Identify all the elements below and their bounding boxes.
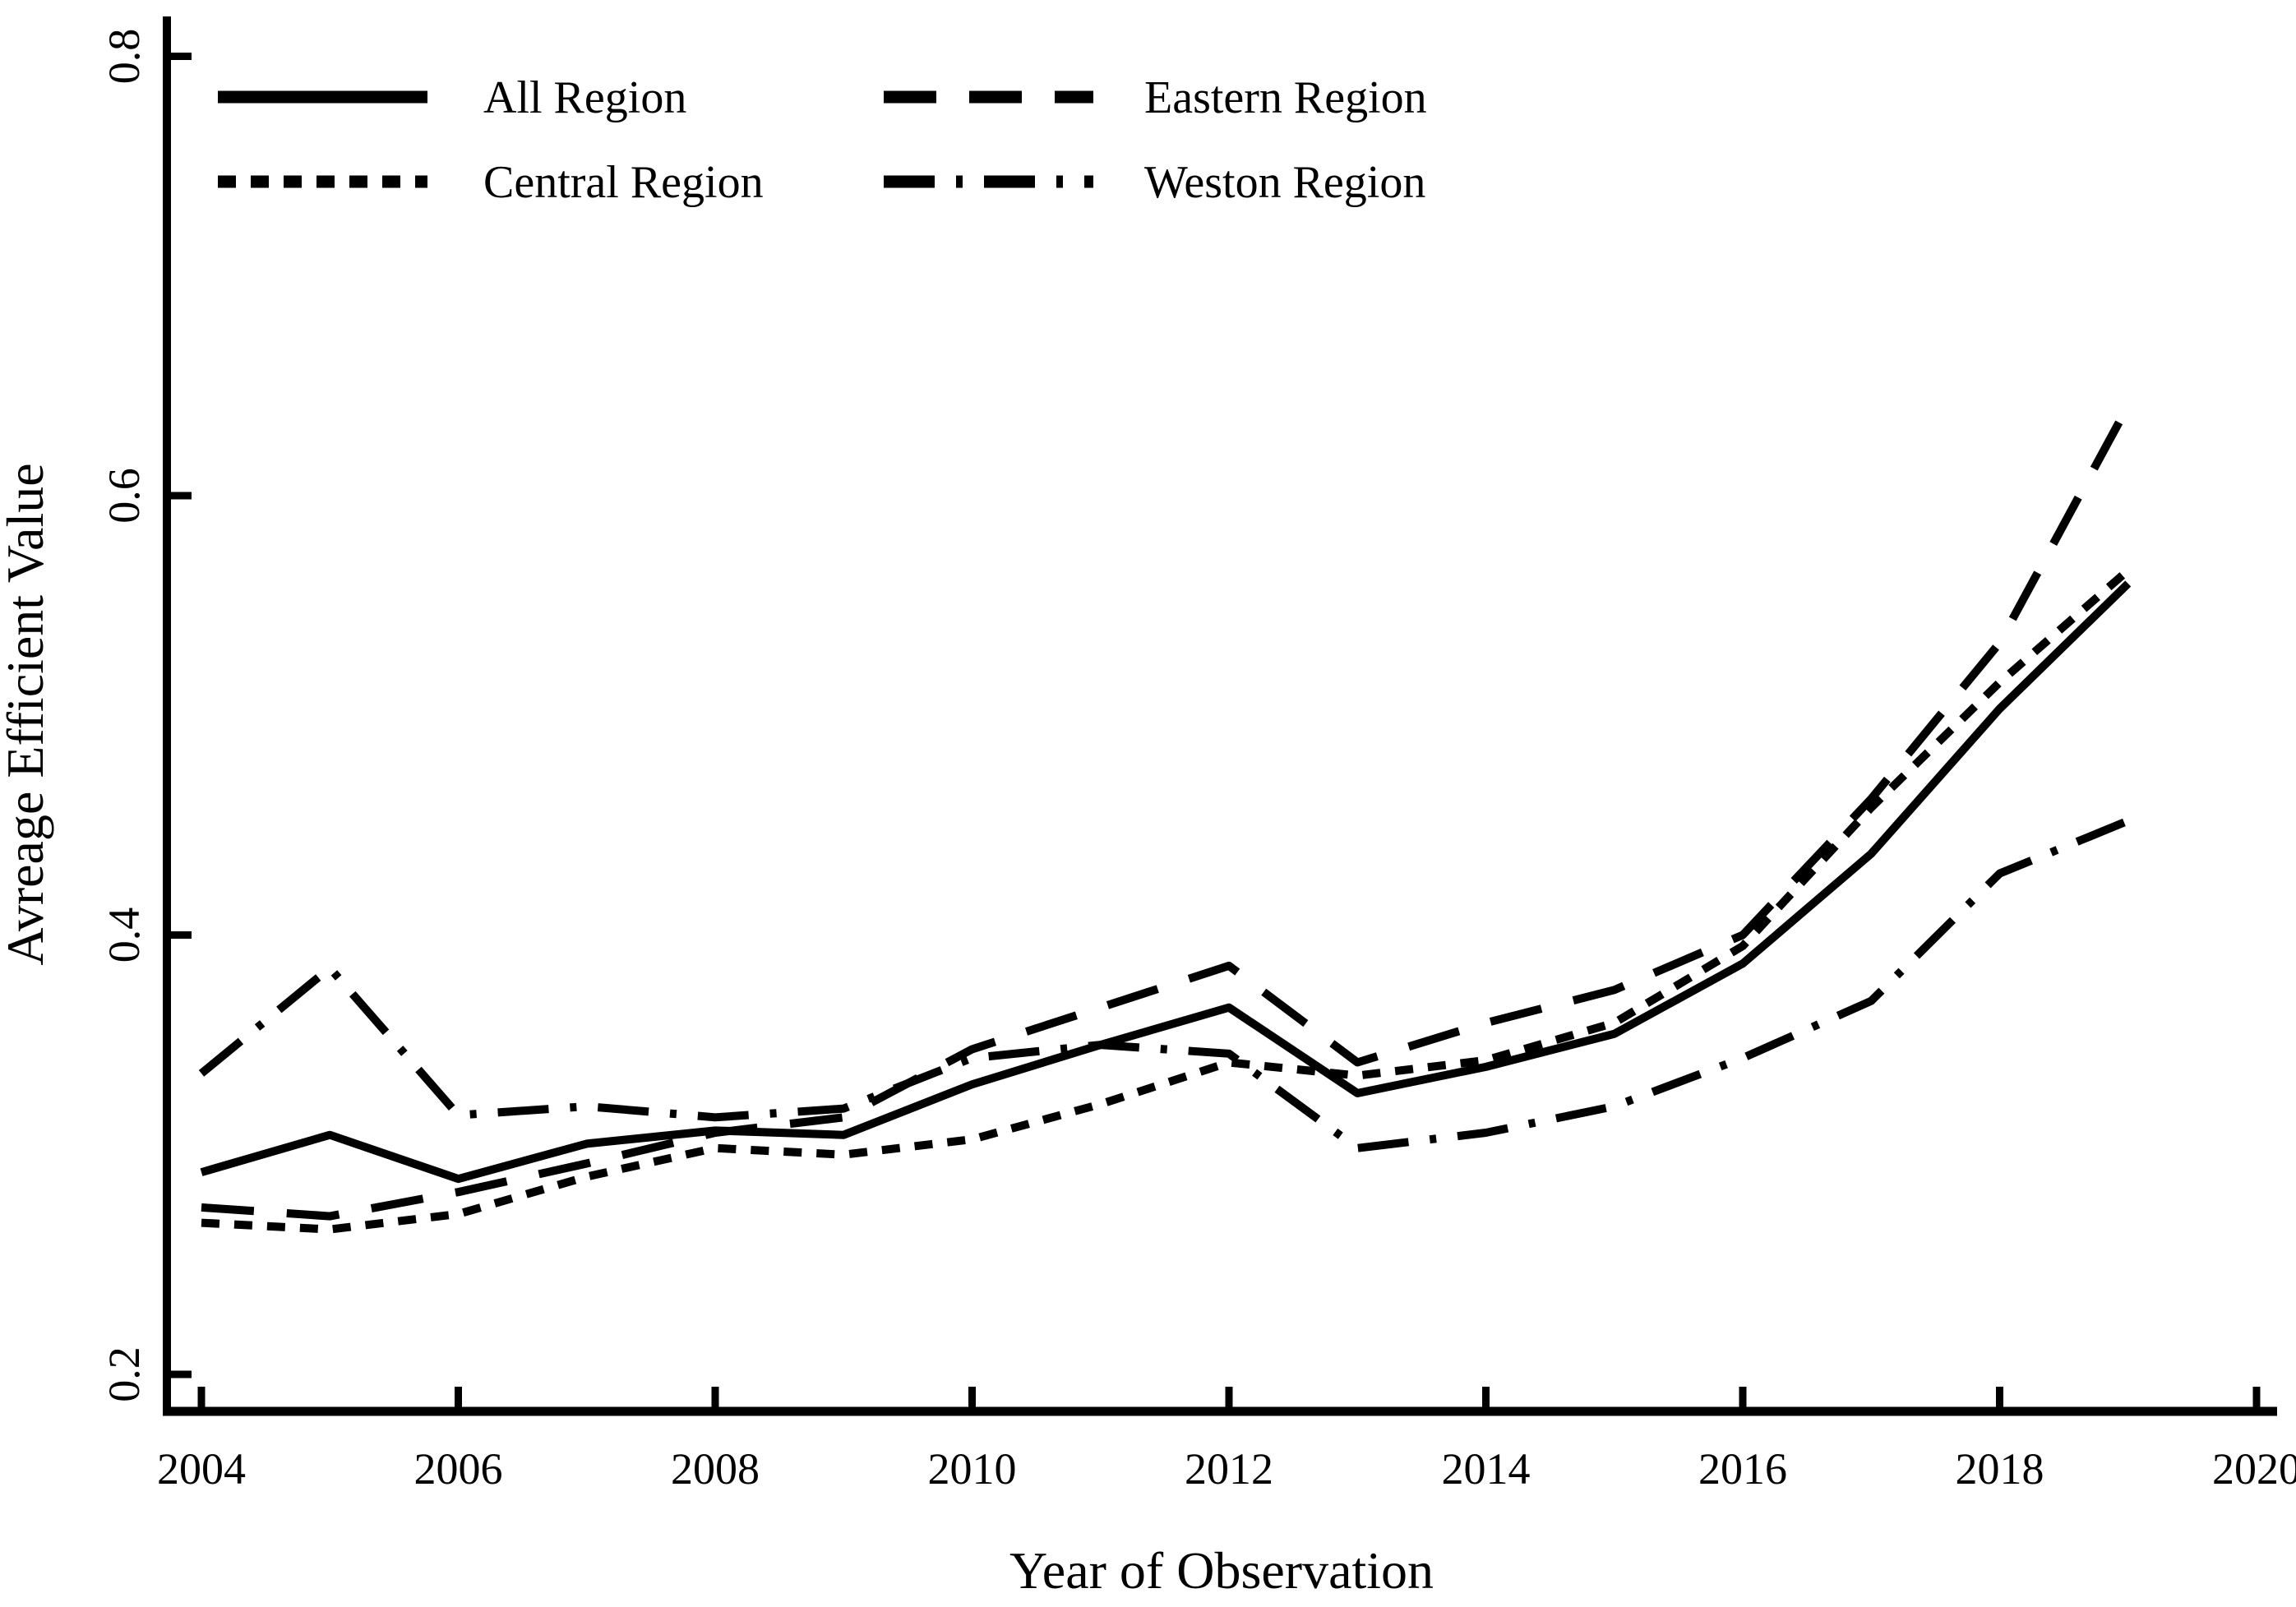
x-tick-label-2004: 2004 bbox=[157, 1444, 246, 1494]
x-tick-label-2010: 2010 bbox=[928, 1444, 1017, 1494]
legend-label-weston-region: Weston Region bbox=[1144, 157, 1425, 208]
tick-marks bbox=[167, 53, 2261, 1411]
x-tick-label-2014: 2014 bbox=[1442, 1444, 1531, 1494]
series-eastern-region bbox=[201, 404, 2132, 1221]
series-weston-region bbox=[198, 816, 2130, 1152]
x-tick-label-2012: 2012 bbox=[1185, 1444, 1273, 1494]
legend-label-central-region: Central Region bbox=[483, 157, 764, 208]
x-tick-label-2020: 2020 bbox=[2212, 1444, 2296, 1494]
legend-label-all-region: All Region bbox=[483, 72, 686, 123]
series-central-region bbox=[201, 567, 2132, 1234]
y-tick-label-0.6: 0.6 bbox=[99, 468, 149, 524]
legend: All Region Central Region Eastern Region… bbox=[218, 72, 1427, 208]
y-tick-label-0.4: 0.4 bbox=[99, 907, 149, 963]
data-series bbox=[198, 404, 2132, 1234]
x-tick-label-2016: 2016 bbox=[1698, 1444, 1787, 1494]
x-axis-title: Year of Observation bbox=[1009, 1541, 1434, 1600]
y-tick-label-0.8: 0.8 bbox=[99, 29, 149, 85]
tick-labels: 2004 2006 2008 2010 2012 2014 2016 2018 2020 0.2 0… bbox=[99, 29, 2296, 1494]
y-tick-label-0.2: 0.2 bbox=[99, 1346, 149, 1402]
series-all-region bbox=[200, 580, 2132, 1184]
x-tick-label-2018: 2018 bbox=[1956, 1444, 2044, 1494]
x-tick-label-2008: 2008 bbox=[671, 1444, 760, 1494]
x-tick-label-2006: 2006 bbox=[414, 1444, 503, 1494]
legend-label-eastern-region: Eastern Region bbox=[1144, 72, 1427, 123]
y-axis-title: Avreage Efficient Value bbox=[0, 463, 54, 965]
